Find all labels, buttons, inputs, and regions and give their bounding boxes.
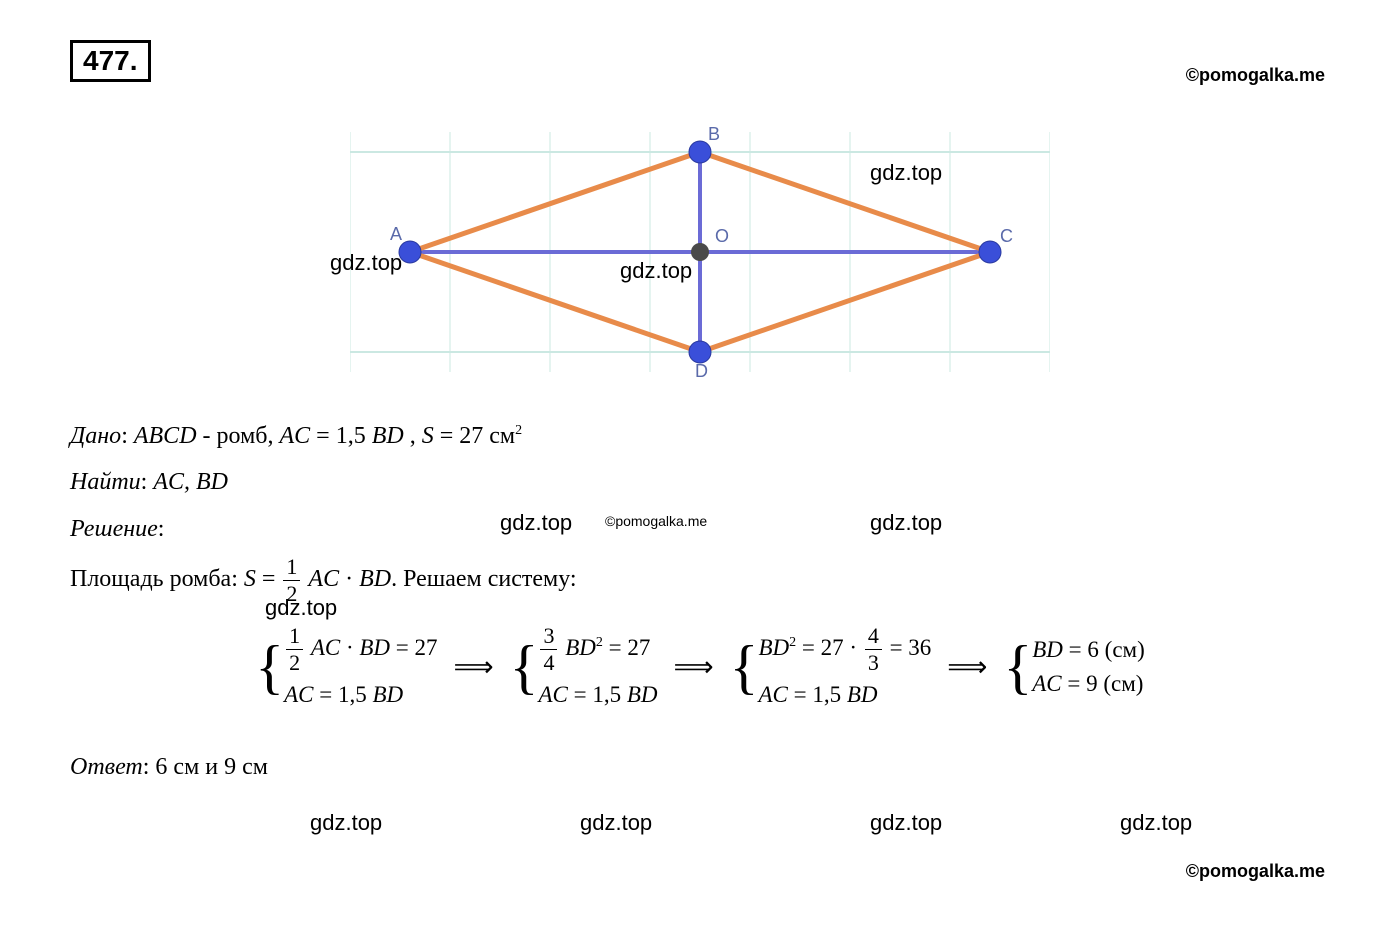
- find-text: AC, BD: [153, 469, 228, 495]
- system-4: { BD = 6 (см) AC = 9 (см): [1003, 637, 1144, 697]
- area-formula: Площадь ромба: S = 1 2 AC · BD. Решаем с…: [70, 556, 1330, 605]
- watermark: gdz.top: [870, 510, 942, 536]
- given-label: Дано: [70, 423, 121, 449]
- find-block: Найти: AC, BD: [70, 463, 1330, 501]
- given-eq2-unit: см: [489, 423, 515, 449]
- answer-block: Ответ: 6 см и 9 см: [70, 748, 1330, 786]
- brace-icon: {: [255, 643, 284, 691]
- find-label: Найти: [70, 469, 141, 495]
- system-3: { BD2 = 27 · 43 = 36 AC = 1,5 BD: [730, 625, 932, 708]
- given-block: Дано: ABCD - ромб, AC = 1,5 BD , S = 27 …: [70, 417, 1330, 455]
- svg-text:C: C: [1000, 226, 1013, 246]
- watermark: gdz.top: [1120, 810, 1192, 836]
- given-eq2-lhs: S: [422, 423, 434, 449]
- brace-icon: {: [510, 643, 539, 691]
- given-eq1-val: 1,5: [336, 423, 372, 449]
- watermark: gdz.top: [310, 810, 382, 836]
- answer-label: Ответ: [70, 754, 143, 780]
- rhombus-diagram: A B C D O: [350, 112, 1050, 392]
- diagram-container: A B C D O: [70, 112, 1330, 392]
- svg-text:O: O: [715, 226, 729, 246]
- svg-text:D: D: [695, 361, 708, 381]
- watermark: gdz.top: [265, 595, 337, 621]
- watermark: gdz.top: [620, 258, 692, 284]
- implies-arrow: ⟹: [454, 650, 494, 684]
- watermark: gdz.top: [330, 250, 402, 276]
- system-1: { 12 AC · BD = 27 AC = 1,5 BD: [255, 625, 437, 708]
- answer-text: : 6 см и 9 см: [143, 754, 268, 780]
- area-prefix: Площадь ромба:: [70, 566, 244, 592]
- area-suffix: . Решаем систему:: [391, 566, 576, 592]
- given-eq1-lhs: AC: [279, 423, 310, 449]
- given-eq2-val: 27: [459, 423, 483, 449]
- solution-label: Решение: [70, 516, 158, 542]
- area-lhs: S: [244, 566, 256, 592]
- given-eq1-rhs: BD: [372, 423, 404, 449]
- watermark: gdz.top: [870, 160, 942, 186]
- given-shape: ABCD: [134, 423, 197, 449]
- svg-text:A: A: [390, 224, 402, 244]
- watermark-small: ©pomogalka.me: [605, 513, 707, 529]
- given-shape-word: - ромб,: [197, 423, 280, 449]
- watermark: gdz.top: [870, 810, 942, 836]
- copyright-bottom: ©pomogalka.me: [1186, 861, 1325, 882]
- problem-number: 477.: [70, 40, 151, 82]
- implies-arrow: ⟹: [674, 650, 714, 684]
- implies-arrow: ⟹: [947, 650, 987, 684]
- area-term1: AC: [308, 566, 339, 592]
- equation-systems: { 12 AC · BD = 27 AC = 1,5 BD ⟹ { 34 BD2…: [70, 625, 1330, 708]
- brace-icon: {: [730, 643, 759, 691]
- svg-text:B: B: [708, 124, 720, 144]
- watermark: gdz.top: [500, 510, 572, 536]
- given-eq2-sup: 2: [515, 423, 522, 438]
- brace-icon: {: [1003, 643, 1032, 691]
- area-term2: BD: [359, 566, 391, 592]
- watermark: gdz.top: [580, 810, 652, 836]
- system-2: { 34 BD2 = 27 AC = 1,5 BD: [510, 625, 658, 708]
- copyright-top: ©pomogalka.me: [1186, 65, 1325, 86]
